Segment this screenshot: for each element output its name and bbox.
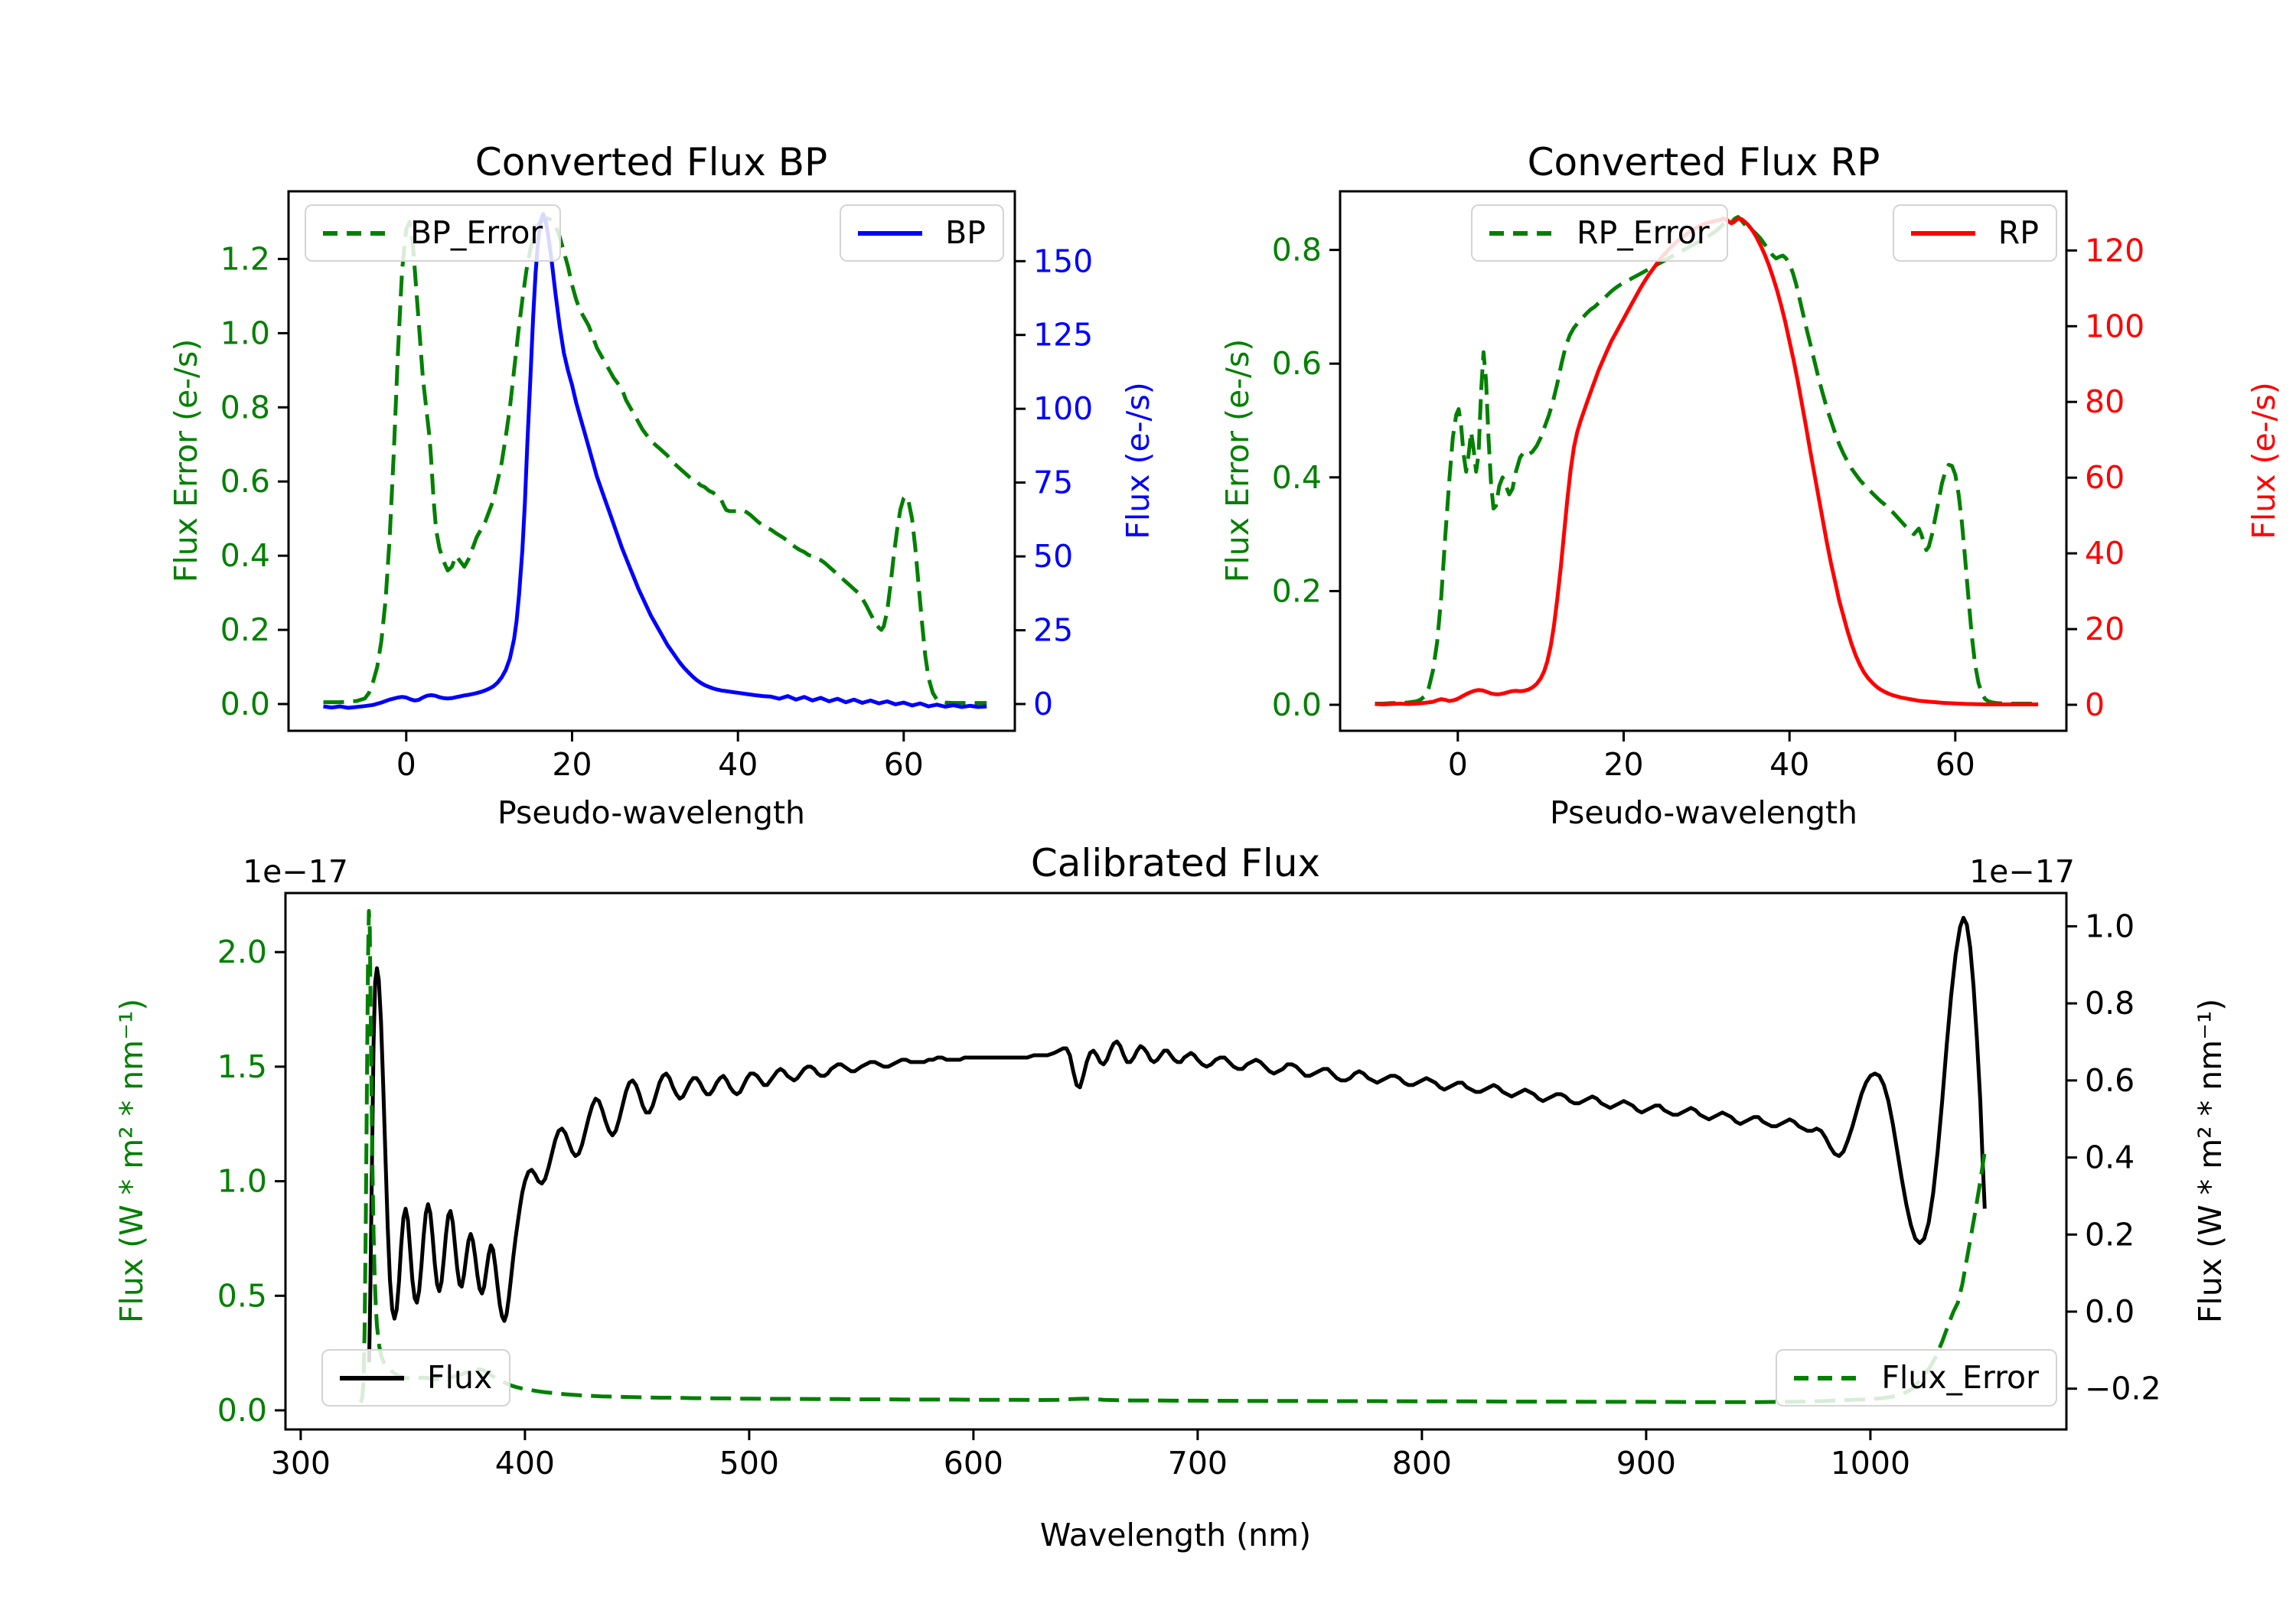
svg-text:0: 0 [1033,686,1053,722]
svg-text:600: 600 [944,1445,1003,1482]
flux-error-legend: Flux_Error [1776,1349,2057,1407]
svg-text:40: 40 [1769,746,1809,783]
svg-text:60: 60 [2085,459,2125,496]
svg-text:0.5: 0.5 [217,1277,267,1314]
calibrated-right-y-axis-label: Flux (W * m² * nm⁻¹) [2192,998,2229,1324]
svg-text:0.0: 0.0 [217,1392,267,1429]
bp-legend-sample-line [858,230,923,236]
svg-text:0.2: 0.2 [220,611,270,648]
svg-text:1.0: 1.0 [220,315,270,351]
svg-text:1.0: 1.0 [2085,908,2135,945]
svg-text:0: 0 [396,746,416,783]
svg-text:0.8: 0.8 [1272,232,1322,269]
svg-text:75: 75 [1033,464,1073,501]
svg-text:1.0: 1.0 [217,1163,267,1200]
rp-plot-area: 0 20 40 60 0.0 0.2 0.4 0.6 0.8 0 20 40 60 80 100 120 [1272,190,2144,783]
bp-legend-label: BP [945,214,986,251]
svg-text:0.4: 0.4 [220,537,270,574]
svg-text:60: 60 [1936,746,1975,783]
svg-text:20: 20 [1603,746,1643,783]
rp-title: Converted Flux RP [1527,140,1880,184]
svg-text:100: 100 [2085,308,2144,344]
svg-text:0.6: 0.6 [220,463,270,500]
rp-legend-sample-line [1910,230,1975,236]
svg-text:0.0: 0.0 [1272,686,1322,723]
svg-text:0.4: 0.4 [1272,459,1322,496]
svg-text:0.2: 0.2 [1272,572,1322,609]
bp-legend: BP [840,204,1004,262]
svg-text:20: 20 [2085,611,2125,647]
svg-text:1000: 1000 [1831,1445,1910,1482]
svg-text:0: 0 [1448,746,1468,783]
rp-error-legend: RP_Error [1471,204,1728,262]
svg-text:0.0: 0.0 [2085,1293,2135,1330]
svg-text:125: 125 [1033,317,1093,354]
svg-text:40: 40 [718,746,758,783]
svg-text:0.4: 0.4 [2085,1139,2135,1176]
rp-right-y-axis-label: Flux (e-/s) [2245,382,2282,539]
svg-text:100: 100 [1033,390,1093,427]
svg-text:0.8: 0.8 [220,389,270,425]
calibrated-left-y-axis-label: Flux (W * m² * nm⁻¹) [113,998,150,1324]
right-axis-offset-text: 1e−17 [1969,853,2075,890]
svg-text:400: 400 [495,1445,555,1482]
rp-error-legend-label: RP_Error [1577,214,1710,251]
svg-text:300: 300 [271,1445,331,1482]
svg-text:1.5: 1.5 [217,1048,267,1085]
svg-text:0.6: 0.6 [2085,1062,2135,1099]
rp-x-axis-label: Pseudo-wavelength [1549,794,1858,831]
calibrated-x-axis-label: Wavelength (nm) [1039,1517,1312,1553]
bp-plot-area: 0 20 40 60 0.0 0.2 0.4 0.6 0.8 1.0 1.2 0 25 50 75 100 12… [220,190,1093,783]
bp-title: Converted Flux BP [475,140,828,184]
svg-text:20: 20 [552,746,592,783]
bp-error-legend-label: BP_Error [410,214,543,251]
svg-text:150: 150 [1033,243,1093,279]
bp-x-axis-label: Pseudo-wavelength [497,794,806,831]
rp-left-y-axis-label: Flux Error (e-/s) [1219,338,1256,583]
svg-text:50: 50 [1033,538,1073,575]
svg-text:500: 500 [719,1445,779,1482]
svg-text:80: 80 [2085,383,2125,420]
rp-legend: RP [1892,204,2057,262]
flux-error-legend-sample-line [1794,1375,1859,1380]
svg-text:700: 700 [1168,1445,1228,1482]
rp-error-legend-sample-line [1489,230,1554,236]
svg-text:60: 60 [884,746,924,783]
bp-error-legend: BP_Error [305,204,562,262]
flux-error-legend-label: Flux_Error [1881,1359,2039,1396]
svg-text:25: 25 [1033,612,1073,649]
rp-legend-label: RP [1998,214,2039,251]
svg-text:2.0: 2.0 [217,934,267,970]
left-axis-offset-text: 1e−17 [243,853,348,890]
svg-text:0.6: 0.6 [1272,345,1322,382]
flux-legend: Flux [321,1349,511,1407]
svg-text:0.0: 0.0 [220,686,270,722]
svg-text:800: 800 [1392,1445,1452,1482]
svg-text:40: 40 [2085,535,2125,572]
svg-text:0.8: 0.8 [2085,985,2135,1022]
svg-text:120: 120 [2085,232,2144,269]
flux-legend-sample-line [340,1375,404,1380]
svg-text:−0.2: −0.2 [2085,1371,2161,1407]
svg-text:900: 900 [1616,1445,1676,1482]
svg-text:0: 0 [2085,686,2105,723]
bp-right-y-axis-label: Flux (e-/s) [1120,382,1156,539]
bp-error-legend-sample-line [323,230,387,236]
calibrated-title: Calibrated Flux [1030,841,1321,885]
flux-legend-label: Flux [427,1359,493,1396]
bp-left-y-axis-label: Flux Error (e-/s) [168,338,204,583]
svg-text:0.2: 0.2 [2085,1216,2135,1253]
svg-text:1.2: 1.2 [220,240,270,277]
